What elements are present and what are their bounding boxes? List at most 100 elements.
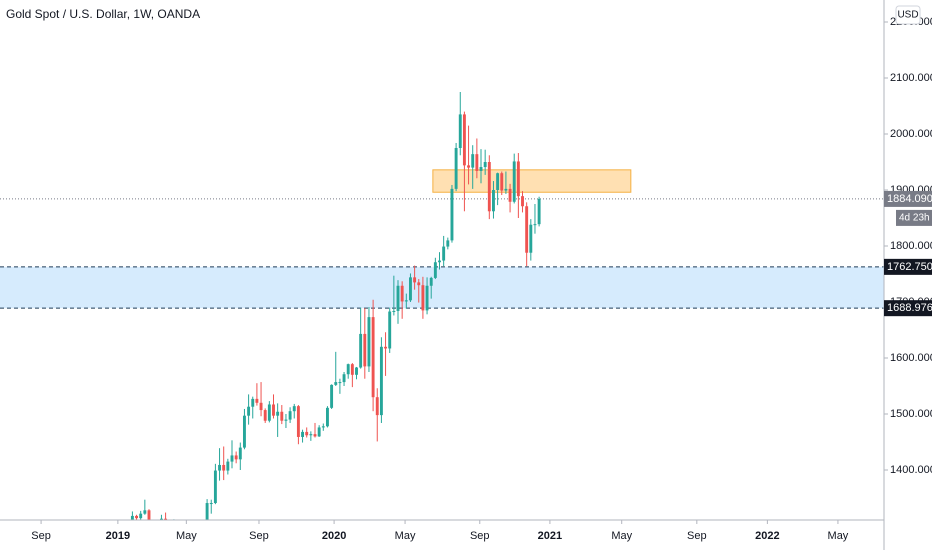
candle-body (487, 162, 491, 212)
chart-title: Gold Spot / U.S. Dollar, 1W, OANDA (6, 7, 200, 21)
candle-body (313, 434, 317, 437)
candle-body (346, 364, 350, 375)
candle-body (479, 167, 483, 171)
candle-body (168, 530, 171, 531)
candle-body (500, 173, 504, 191)
candle-body (201, 523, 204, 535)
candle-body (342, 374, 346, 383)
candle-body (135, 515, 138, 519)
candle-body (409, 277, 412, 301)
last-price-box (884, 190, 932, 207)
candle-body (230, 455, 234, 462)
candle-body (321, 426, 325, 428)
candle-body (446, 240, 450, 247)
candle-body (525, 206, 529, 253)
currency-button[interactable] (895, 5, 921, 25)
candle-body (379, 346, 383, 416)
candle-body (421, 285, 425, 311)
x-tick-label: Sep (470, 530, 490, 542)
candle-body (433, 262, 437, 278)
candle-body (442, 246, 446, 261)
candle-body (355, 367, 358, 375)
zone-price-label: 1688.976 (887, 302, 932, 314)
candle-body (521, 196, 524, 207)
x-tick-label: 2022 (755, 530, 779, 542)
candle-body (272, 404, 275, 416)
candle-body (197, 535, 200, 539)
candle-body (388, 311, 392, 349)
candle-body (139, 513, 143, 519)
zone-price-label: 1762.750 (887, 261, 932, 273)
x-tick-label: May (828, 530, 849, 542)
y-tick-label: 1800.000 (890, 240, 932, 252)
candle-body (462, 114, 466, 166)
currency-label[interactable]: USD (897, 10, 918, 21)
candle-body (156, 525, 159, 527)
candle-body (504, 188, 508, 191)
candle-body (363, 333, 367, 367)
last-price-label: 1884.090 (887, 193, 932, 205)
candle-body (326, 407, 329, 427)
candle-body (400, 285, 404, 302)
candle-body (475, 154, 479, 171)
x-tick-label: 2019 (106, 530, 130, 542)
candle-body (226, 461, 230, 471)
candle-body (152, 527, 155, 529)
candle-body (276, 411, 280, 416)
candle-body (130, 515, 134, 520)
candle-body (359, 333, 363, 368)
candle-body (334, 382, 338, 385)
candle-body (450, 188, 454, 241)
candle-body (222, 464, 226, 471)
x-tick-label: May (176, 530, 197, 542)
candle-body (467, 165, 471, 168)
axes: 1400.0001500.0001600.0001700.0001800.000… (31, 16, 932, 542)
candle-body (417, 282, 421, 286)
candle-body (413, 277, 417, 283)
demand-zone (0, 266, 884, 309)
candle-body (205, 503, 209, 520)
candle-body (296, 406, 300, 437)
candle-body (483, 162, 487, 168)
candle-body (371, 317, 375, 398)
zone-price-box (884, 300, 932, 317)
candle-body (471, 154, 475, 168)
candle-body (234, 455, 238, 460)
candle-body (305, 431, 309, 436)
y-tick-label: 1500.000 (890, 408, 932, 420)
y-tick-label: 2100.000 (890, 72, 932, 84)
candle-body (396, 285, 400, 311)
candle-body (143, 510, 147, 514)
countdown-box (896, 209, 932, 226)
candle-body (213, 470, 217, 504)
candle-body (350, 364, 354, 375)
candle-body (242, 415, 246, 448)
candle-body (537, 198, 541, 225)
x-tick-label: Sep (249, 530, 269, 542)
candle-body (429, 277, 433, 286)
candle-body (280, 411, 284, 421)
candle-body (284, 419, 288, 421)
candle-body (492, 190, 495, 212)
candle-body (147, 510, 151, 520)
y-tick-label: 1600.000 (890, 352, 932, 364)
candle-body (172, 532, 175, 533)
candle-body (247, 406, 251, 416)
candle-body (516, 161, 520, 197)
x-tick-label: Sep (687, 530, 707, 542)
candle-body (309, 434, 313, 436)
candle-body (367, 317, 371, 367)
candle-body (375, 397, 379, 416)
candle-body (218, 464, 221, 471)
x-tick-label: May (395, 530, 416, 542)
candle-body (251, 398, 255, 407)
candle-body (384, 346, 388, 349)
candle-body (458, 114, 462, 149)
candle-body (209, 503, 213, 505)
candle-body (267, 404, 271, 421)
candle-body (425, 285, 429, 311)
candle-body (529, 224, 533, 253)
x-tick-label: 2021 (538, 530, 562, 542)
countdown-label: 4d 23h (899, 213, 930, 224)
